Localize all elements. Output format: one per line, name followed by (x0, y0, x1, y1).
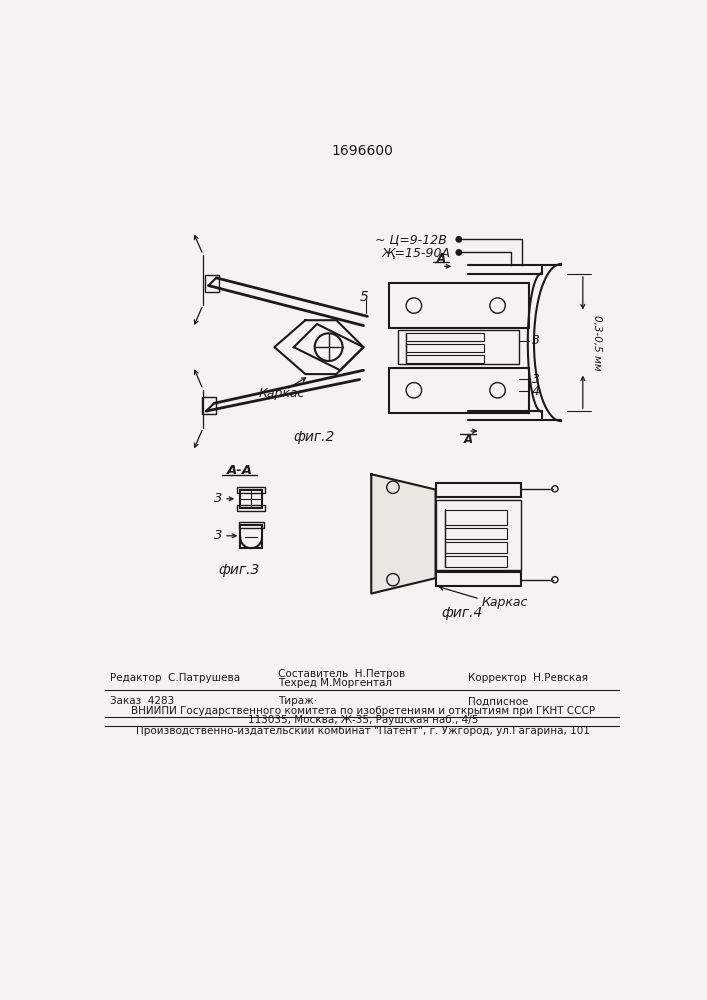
Text: Корректор  Н.Ревская: Корректор Н.Ревская (468, 673, 588, 683)
Text: Җ=15-90А: Җ=15-90А (381, 246, 450, 259)
Bar (204, 275, 218, 292)
Bar (436, 483, 521, 497)
Text: Каркас: Каркас (482, 596, 528, 609)
Bar (237, 487, 265, 493)
Text: Составитель  Н.Петров: Составитель Н.Петров (279, 669, 406, 679)
Bar (445, 528, 507, 539)
Text: A-A: A-A (226, 464, 252, 477)
Text: фиг.3: фиг.3 (218, 563, 260, 577)
Text: ~ Ц=9-12В: ~ Ц=9-12В (375, 233, 447, 246)
Circle shape (456, 250, 462, 255)
Bar (406, 333, 484, 341)
Text: 3: 3 (214, 492, 222, 505)
Bar (237, 505, 265, 511)
Bar (398, 330, 518, 364)
Text: Производственно-издательский комбинат "Патент", г. Ужгород, ул.Гагарина, 101: Производственно-издательский комбинат "П… (136, 726, 590, 736)
Text: 113035, Москва, Ж-35, Раушская наб., 4/5: 113035, Москва, Ж-35, Раушская наб., 4/5 (247, 715, 478, 725)
Circle shape (456, 237, 462, 242)
Text: А: А (464, 433, 473, 446)
Bar (202, 397, 216, 414)
Text: Подписное: Подписное (468, 696, 529, 706)
Text: 4: 4 (532, 385, 539, 398)
Bar (406, 355, 484, 363)
Bar (240, 490, 262, 508)
Bar (406, 344, 484, 352)
Bar (389, 368, 529, 413)
Text: 5: 5 (360, 290, 368, 304)
Bar (445, 556, 507, 567)
Text: Тираж·: Тираж· (279, 696, 317, 706)
Text: 1696600: 1696600 (332, 144, 394, 158)
Text: 3: 3 (214, 529, 222, 542)
Bar (240, 525, 262, 548)
Bar (239, 522, 264, 528)
Text: фиг.4: фиг.4 (441, 606, 482, 620)
Bar (445, 510, 507, 525)
Bar (389, 283, 529, 328)
Text: фиг.2: фиг.2 (293, 430, 335, 444)
Bar (445, 542, 507, 553)
Text: ВНИИПИ Государственного комитета по изобретениям и открытиям при ГКНТ СССР: ВНИИПИ Государственного комитета по изоб… (131, 706, 595, 716)
Text: 3: 3 (532, 373, 539, 386)
Text: Заказ  4283: Заказ 4283 (110, 696, 175, 706)
Polygon shape (371, 474, 436, 594)
Bar (436, 500, 521, 570)
Text: А: А (436, 252, 445, 265)
Text: Техред М.Моргентал: Техред М.Моргентал (279, 678, 392, 688)
Text: Каркас: Каркас (259, 387, 305, 400)
Bar (436, 572, 521, 586)
Text: 0,3-0,5 мм: 0,3-0,5 мм (592, 315, 602, 370)
Text: Редактор  С.Патрушева: Редактор С.Патрушева (110, 673, 240, 683)
Text: 3: 3 (532, 334, 539, 347)
